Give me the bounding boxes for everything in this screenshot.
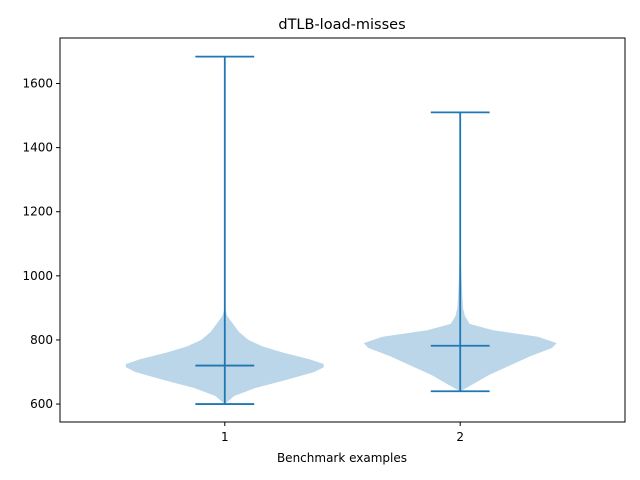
x-axis-title: Benchmark examples bbox=[277, 451, 407, 465]
x-tick-label: 1 bbox=[221, 430, 229, 444]
y-axis: 600 800 1000 1200 1400 1600 bbox=[22, 77, 60, 411]
plot-frame bbox=[59, 37, 626, 423]
y-tick-label: 1400 bbox=[22, 141, 53, 155]
x-tick-label: 2 bbox=[456, 430, 464, 444]
y-tick-label: 1000 bbox=[22, 269, 53, 283]
y-tick-label: 800 bbox=[30, 333, 53, 347]
chart-title: dTLB-load-misses bbox=[278, 17, 405, 33]
y-tick-label: 600 bbox=[30, 397, 53, 411]
violin-stat-lines bbox=[195, 55, 490, 405]
y-tick-label: 1600 bbox=[22, 77, 53, 91]
y-tick-label: 1200 bbox=[22, 205, 53, 219]
